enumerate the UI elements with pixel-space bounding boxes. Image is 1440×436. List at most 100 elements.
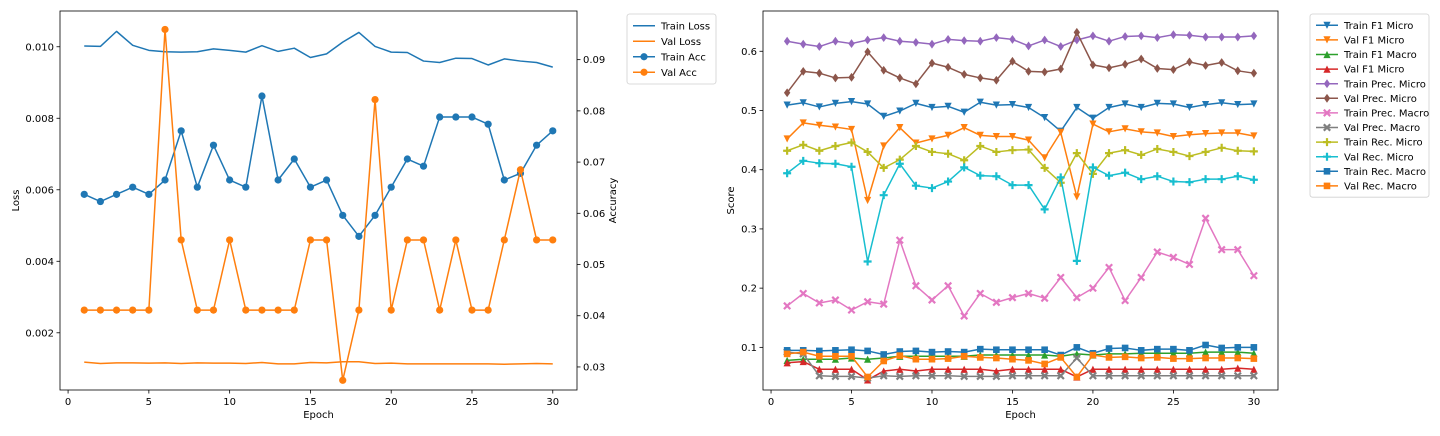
loss-acc-chart-y-left-axis-label: Loss bbox=[11, 190, 22, 212]
loss-acc-chart-data-point bbox=[226, 176, 234, 184]
score-chart-y-tick-label: 0.4 bbox=[741, 165, 757, 176]
score-chart-legend-marker bbox=[1323, 123, 1331, 132]
loss-acc-chart-data-point bbox=[436, 113, 444, 121]
loss-acc-chart-legend-marker bbox=[640, 53, 648, 61]
loss-acc-chart-data-point bbox=[419, 162, 428, 170]
loss-acc-chart-data-point bbox=[145, 306, 153, 314]
score-chart-data-point bbox=[976, 354, 984, 361]
score-chart-plot-frame bbox=[762, 10, 1279, 391]
score-chart-legend-item: Val Prec. Macro bbox=[1316, 123, 1420, 134]
score-chart-data-point bbox=[783, 88, 791, 98]
score-chart-data-point bbox=[832, 36, 839, 46]
score-chart-data-point bbox=[1056, 173, 1065, 182]
score-chart-data-point bbox=[1249, 175, 1258, 184]
score-chart-data-point bbox=[912, 37, 920, 47]
score-chart-series-line bbox=[787, 351, 1254, 379]
loss-acc-chart-data-point bbox=[226, 236, 234, 244]
score-chart-data-point bbox=[1041, 35, 1048, 45]
score-chart-data-point bbox=[912, 79, 920, 89]
score-chart-legend-item: Val F1 Micro bbox=[1316, 36, 1404, 47]
score-chart-data-point bbox=[928, 355, 936, 363]
loss-acc-chart-data-point bbox=[322, 236, 331, 244]
loss-acc-chart-data-point bbox=[339, 211, 347, 219]
score-chart-data-point bbox=[799, 156, 808, 165]
score-chart-data-point bbox=[1218, 32, 1225, 42]
score-chart-legend-marker bbox=[1323, 93, 1331, 103]
score-chart-data-point bbox=[880, 142, 888, 150]
score-chart-legend-marker bbox=[1323, 36, 1331, 44]
score-chart-data-point bbox=[992, 172, 1001, 181]
score-chart-data-point bbox=[783, 101, 791, 109]
score-chart-data-point bbox=[1233, 245, 1242, 254]
score-chart-data-point bbox=[928, 39, 936, 49]
score-chart-x-tick-label: 0 bbox=[768, 397, 774, 408]
score-chart-x-tick-label: 15 bbox=[1006, 397, 1019, 408]
loss-acc-chart-data-point bbox=[96, 306, 104, 314]
score-chart-data-point bbox=[1008, 100, 1017, 109]
score-chart-data-point bbox=[816, 68, 823, 78]
loss-acc-chart-data-point bbox=[355, 306, 363, 314]
score-chart-data-point bbox=[1105, 171, 1114, 180]
score-chart-data-point bbox=[1138, 31, 1145, 41]
score-chart-series-train-rec-micro bbox=[783, 138, 1258, 187]
score-chart-series-val-rec-micro bbox=[783, 156, 1258, 266]
score-chart-y-tick-label: 0.2 bbox=[741, 284, 757, 295]
score-chart-legend-marker bbox=[1323, 152, 1331, 161]
score-chart-data-point bbox=[1073, 344, 1081, 351]
score-chart-data-point bbox=[896, 107, 904, 115]
score-chart-data-point bbox=[832, 352, 839, 360]
score-chart-y-tick-label: 0.3 bbox=[741, 224, 757, 235]
loss-acc-chart-data-point bbox=[306, 236, 315, 244]
score-chart-data-point bbox=[1040, 163, 1049, 172]
score-chart-data-point bbox=[1137, 371, 1146, 380]
score-chart-data-point bbox=[960, 156, 969, 165]
loss-acc-chart-data-point bbox=[242, 306, 250, 314]
loss-acc-chart-series-line bbox=[84, 361, 553, 366]
score-chart-data-point bbox=[880, 112, 888, 121]
score-chart-data-point bbox=[815, 371, 824, 380]
score-chart-series-val-f1-micro bbox=[783, 119, 1258, 205]
score-chart-data-point bbox=[1009, 35, 1016, 44]
loss-acc-chart-data-point bbox=[371, 96, 379, 104]
score-chart-data-point bbox=[815, 146, 824, 155]
loss-acc-chart-data-point bbox=[484, 306, 492, 314]
loss-acc-chart-data-point bbox=[209, 141, 218, 149]
score-chart-series-line bbox=[786, 160, 1255, 263]
score-chart-data-point bbox=[1073, 27, 1081, 37]
score-chart-data-point bbox=[783, 350, 791, 358]
score-chart-data-point bbox=[848, 352, 855, 360]
score-chart-legend bbox=[1309, 13, 1430, 198]
loss-acc-chart-plot-frame bbox=[59, 10, 578, 391]
loss-acc-chart-y-right-tick-label: 0.06 bbox=[583, 209, 605, 220]
score-chart-data-point bbox=[1105, 128, 1113, 136]
score-chart-legend-item: Train F1 Macro bbox=[1316, 50, 1417, 61]
score-chart-data-point bbox=[880, 351, 888, 358]
score-chart-data-point bbox=[831, 372, 840, 381]
score-chart-data-point bbox=[1137, 103, 1145, 112]
score-chart-data-point bbox=[1089, 60, 1097, 70]
loss-acc-chart-data-point bbox=[436, 306, 444, 314]
score-chart-data-point bbox=[944, 131, 952, 139]
score-chart-data-point bbox=[1138, 54, 1145, 64]
score-chart-data-point bbox=[1154, 64, 1161, 73]
score-chart-data-point bbox=[912, 347, 920, 355]
loss-acc-chart-data-point bbox=[274, 176, 282, 184]
loss-acc-chart-x-tick-label: 0 bbox=[65, 397, 71, 408]
loss-acc-chart-legend-item: Train Loss bbox=[633, 21, 710, 32]
score-chart-series-line bbox=[787, 351, 1254, 362]
score-chart-data-point bbox=[944, 102, 952, 110]
score-chart-legend-marker bbox=[1323, 108, 1331, 117]
score-chart-data-point bbox=[1121, 365, 1129, 373]
loss-acc-chart-data-point bbox=[419, 236, 428, 244]
loss-acc-chart-data-point bbox=[468, 113, 476, 121]
score-chart-legend-item: Val Rec. Micro bbox=[1316, 152, 1414, 163]
score-chart-data-point bbox=[1234, 129, 1242, 137]
loss-acc-chart-y-left-tick-label: 0.008 bbox=[25, 114, 54, 125]
score-chart-data-point bbox=[1153, 371, 1162, 380]
score-chart-data-point bbox=[880, 65, 887, 75]
score-chart-data-point bbox=[1250, 31, 1258, 41]
score-chart-data-point bbox=[976, 345, 984, 353]
score-chart-data-point bbox=[1186, 355, 1193, 362]
loss-acc-chart-y-left-tick-label: 0.004 bbox=[25, 257, 54, 268]
score-chart-data-point bbox=[1073, 193, 1081, 201]
